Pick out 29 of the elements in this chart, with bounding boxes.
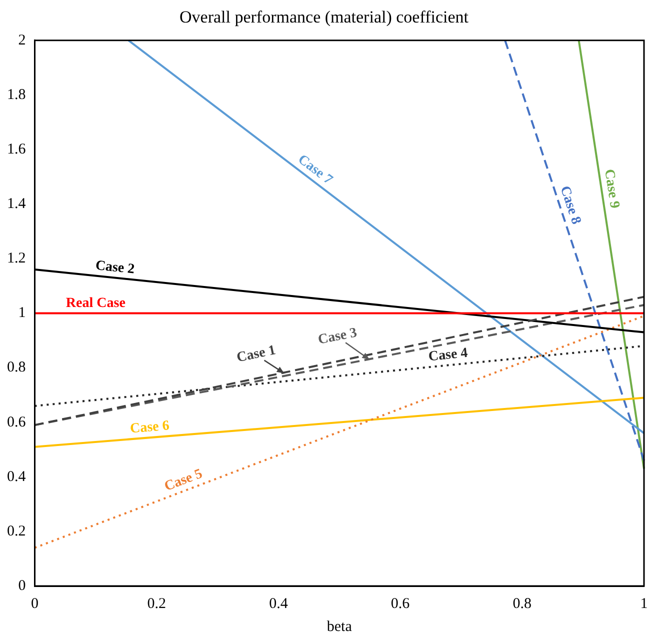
text: Case 3 [316,326,358,348]
y-tick-label: 0.4 [7,468,26,485]
y-tick-label: 1.4 [7,196,26,212]
y-tick-label: 1.6 [7,141,26,158]
x-axis-title: beta [326,618,352,635]
chart-title: Overall performance (material) coefficient [180,8,469,27]
x-tick-label: 0 [31,596,38,612]
text: Case 2 [94,258,136,278]
x-tick-label: 0.2 [147,596,166,612]
series-label: Real Case [66,296,126,311]
x-tick-label: 1 [640,596,648,612]
text: Case 5 [162,466,205,495]
text: Case 7 [294,152,336,188]
y-tick-label: 1.2 [7,250,26,267]
x-tick-label: 0.8 [512,596,532,612]
y-tick-label: 1 [18,305,26,322]
text: Case 8 [556,184,584,226]
text: Case 1 [236,343,278,366]
y-tick-label: 0.6 [7,414,26,430]
text: Case 4 [428,346,468,365]
text: Case 9 [601,168,622,210]
y-tick-label: 1.8 [7,86,26,103]
y-tick-label: 0.8 [7,360,26,376]
y-tick-label: 0 [18,578,26,594]
y-tick-label: 0.2 [7,523,26,540]
y-tick-label: 2 [18,32,26,48]
series-label: Case 6 [130,418,170,437]
x-tick-label: 0.4 [269,596,288,612]
x-tick-label: 0.6 [390,596,410,612]
